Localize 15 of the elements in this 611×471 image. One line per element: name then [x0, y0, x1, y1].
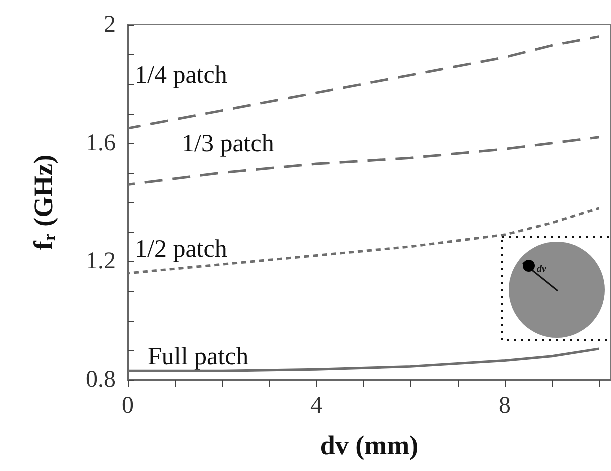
y-tick-label: 1.6	[86, 130, 116, 156]
series-label: 1/3 patch	[182, 130, 275, 158]
series-label: 1/2 patch	[135, 236, 228, 263]
y-tick-label: 0.8	[86, 367, 116, 393]
series-label: Full patch	[148, 344, 250, 371]
x-tick-label: 8	[498, 393, 511, 419]
x-tick-label: 0	[122, 393, 134, 419]
y-tick-label: 2	[104, 12, 116, 38]
annotation: dv	[537, 264, 547, 275]
y-tick-label: 1.2	[86, 248, 116, 275]
circular-patch-diagram: dv	[501, 236, 611, 342]
series-label: 1/4 patch	[135, 62, 228, 90]
y-axis-title: fr (GHz)	[28, 154, 59, 250]
x-tick-label: 4	[310, 393, 322, 419]
x-axis-title: dv (mm)	[320, 430, 419, 460]
